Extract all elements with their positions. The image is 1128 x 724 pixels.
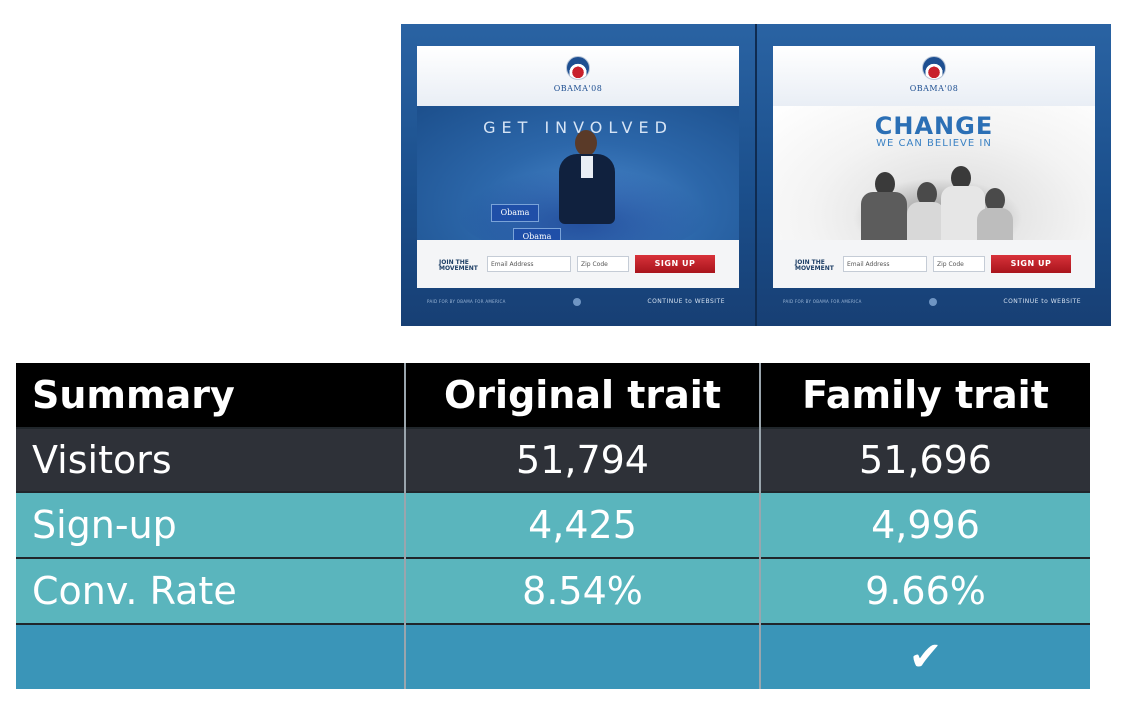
zip-field[interactable]: Zip Code xyxy=(933,256,985,272)
brand-text: OBAMA'08 xyxy=(909,84,959,93)
zip-field[interactable]: Zip Code xyxy=(577,256,629,272)
header-summary: Summary xyxy=(16,363,406,428)
landing-page-screenshots: OBAMA'08 GET INVOLVED Obama Obama JOIN T… xyxy=(401,24,1111,326)
table-row-visitors: Visitors 51,794 51,696 xyxy=(16,427,1090,492)
hero-headline: GET INVOLVED xyxy=(483,118,673,137)
obama-logo-icon xyxy=(922,56,946,80)
join-label: JOIN THE MOVEMENT xyxy=(439,259,478,272)
footer-logo-icon xyxy=(929,298,937,306)
family-value: 4,996 xyxy=(760,491,1090,558)
original-value xyxy=(405,623,761,689)
family-landing-page: OBAMA'08 CHANGE WE CAN BELIEVE IN JOIN T… xyxy=(757,24,1111,326)
paid-for-text: PAID FOR BY OBAMA FOR AMERICA xyxy=(427,299,506,304)
hero-image: GET INVOLVED Obama Obama xyxy=(417,106,739,262)
header-family-trait: Family trait xyxy=(802,373,1049,417)
original-value: 4,425 xyxy=(405,491,761,558)
table-row-winner: ✔ xyxy=(16,623,1090,689)
continue-link[interactable]: CONTINUE to WEBSITE xyxy=(1003,298,1081,305)
original-value: 51,794 xyxy=(405,427,761,492)
row-label: Conv. Rate xyxy=(16,557,406,624)
table-row-conversion-rate: Conv. Rate 8.54% 9.66% xyxy=(16,557,1090,624)
footer-logo-icon xyxy=(573,298,581,306)
hero-subheadline: WE CAN BELIEVE IN xyxy=(876,138,992,149)
paid-for-text: PAID FOR BY OBAMA FOR AMERICA xyxy=(783,299,862,304)
footer-bar: PAID FOR BY OBAMA FOR AMERICA CONTINUE t… xyxy=(417,294,739,312)
header-bar: OBAMA'08 xyxy=(773,46,1095,106)
signup-button[interactable]: SIGN UP xyxy=(991,255,1071,273)
row-label: Sign-up xyxy=(16,491,406,558)
signup-form: JOIN THE MOVEMENT Email Address Zip Code… xyxy=(773,240,1095,288)
table-header-row: Summary Original trait Family trait xyxy=(16,363,1090,428)
header-bar: OBAMA'08 xyxy=(417,46,739,106)
candidate-figure xyxy=(557,130,617,230)
panel-divider xyxy=(755,24,757,326)
table-row-signup: Sign-up 4,425 4,996 xyxy=(16,491,1090,558)
email-field[interactable]: Email Address xyxy=(487,256,571,272)
continue-link[interactable]: CONTINUE to WEBSITE xyxy=(647,298,725,305)
row-label: Visitors xyxy=(16,427,406,492)
join-label: JOIN THE MOVEMENT xyxy=(795,259,834,272)
row-label xyxy=(16,623,406,689)
winner-check-icon: ✔ xyxy=(760,623,1090,689)
brand-text: OBAMA'08 xyxy=(553,84,603,93)
header-original-trait: Original trait xyxy=(405,363,761,428)
original-value: 8.54% xyxy=(405,557,761,624)
footer-bar: PAID FOR BY OBAMA FOR AMERICA CONTINUE t… xyxy=(773,294,1095,312)
hero-headline: CHANGE xyxy=(874,112,994,140)
email-field[interactable]: Email Address xyxy=(843,256,927,272)
signup-form: JOIN THE MOVEMENT Email Address Zip Code… xyxy=(417,240,739,288)
obama-logo-icon xyxy=(566,56,590,80)
crowd-sign: Obama xyxy=(491,204,539,222)
summary-table: Summary Original trait Family trait Visi… xyxy=(16,363,1090,689)
hero-image: CHANGE WE CAN BELIEVE IN xyxy=(773,106,1095,262)
family-value: 9.66% xyxy=(760,557,1090,624)
signup-button[interactable]: SIGN UP xyxy=(635,255,715,273)
family-value: 51,696 xyxy=(760,427,1090,492)
original-landing-page: OBAMA'08 GET INVOLVED Obama Obama JOIN T… xyxy=(401,24,755,326)
